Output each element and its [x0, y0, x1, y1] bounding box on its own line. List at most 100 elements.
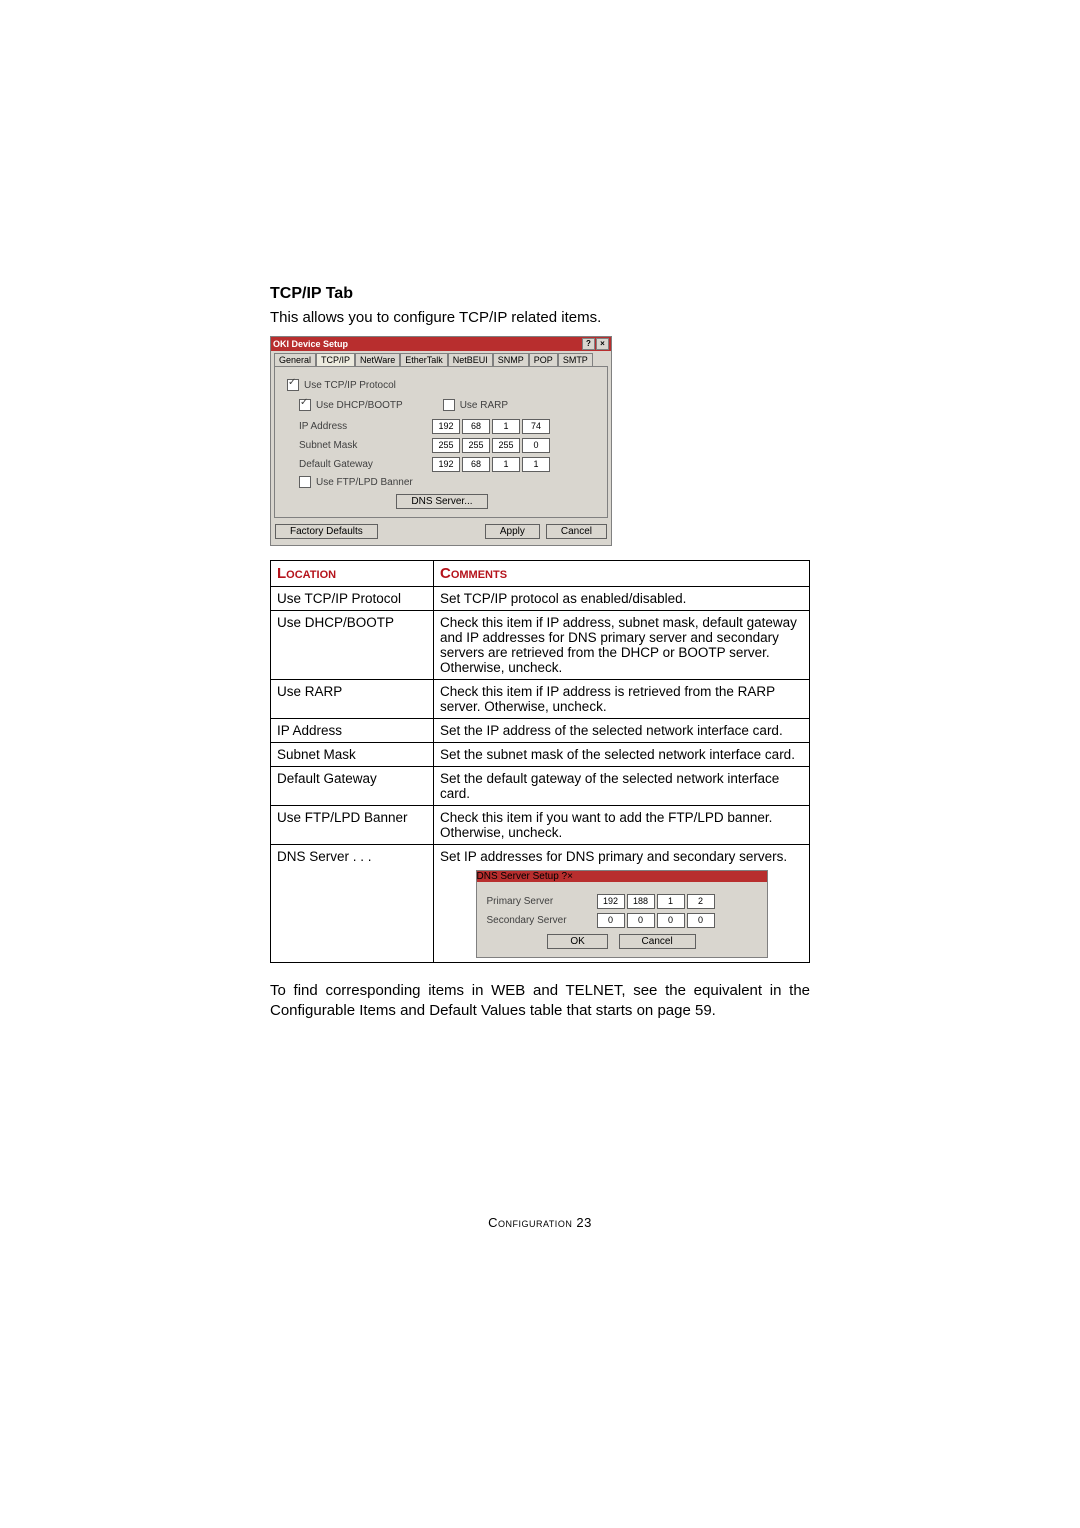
- dns-server-setup-dialog: DNS Server Setup ?× Primary Server 192 1…: [476, 870, 768, 958]
- comment-cell: Set the default gateway of the selected …: [434, 767, 810, 806]
- default-gateway-label: Default Gateway: [299, 459, 432, 470]
- close-icon[interactable]: ×: [596, 338, 609, 350]
- window-controls: ?×: [562, 871, 573, 882]
- tab-tcpip[interactable]: TCP/IP: [316, 353, 355, 366]
- primary-server-label: Primary Server: [487, 896, 597, 907]
- tab-general[interactable]: General: [274, 353, 316, 366]
- ip-octet[interactable]: 188: [627, 894, 655, 909]
- comment-cell: Check this item if IP address, subnet ma…: [434, 611, 810, 680]
- loc-cell: DNS Server . . .: [271, 845, 434, 963]
- tab-netware[interactable]: NetWare: [355, 353, 400, 366]
- subnet-mask-label: Subnet Mask: [299, 440, 432, 451]
- secondary-server-field[interactable]: 0 0 0 0: [597, 913, 715, 928]
- use-rarp-checkbox[interactable]: [443, 399, 455, 411]
- ip-octet[interactable]: 1: [522, 457, 550, 472]
- ip-octet[interactable]: 2: [687, 894, 715, 909]
- dns-server-button[interactable]: DNS Server...: [396, 494, 487, 509]
- ip-octet[interactable]: 1: [492, 457, 520, 472]
- tab-body: Use TCP/IP Protocol Use DHCP/BOOTP Use R…: [274, 366, 608, 518]
- loc-cell: IP Address: [271, 719, 434, 743]
- dns-server-button-row: DNS Server...: [287, 496, 597, 507]
- apply-button[interactable]: Apply: [485, 524, 540, 539]
- use-rarp-row: Use RARP: [443, 399, 508, 411]
- dialog-titlebar: OKI Device Setup ?×: [271, 337, 611, 351]
- ip-octet[interactable]: 192: [432, 457, 460, 472]
- tab-netbeui[interactable]: NetBEUI: [448, 353, 493, 366]
- subnet-mask-row: Subnet Mask 255 255 255 0: [299, 438, 597, 453]
- loc-cell: Use DHCP/BOOTP: [271, 611, 434, 680]
- dns-dialog-body: Primary Server 192 188 1 2 Secondary Ser…: [477, 882, 767, 957]
- ip-address-field[interactable]: 192 68 1 74: [432, 419, 550, 434]
- default-gateway-field[interactable]: 192 68 1 1: [432, 457, 550, 472]
- section-title: TCP/IP Tab: [270, 285, 810, 303]
- dialog-tabs: General TCP/IP NetWare EtherTalk NetBEUI…: [271, 351, 611, 366]
- ip-octet[interactable]: 255: [492, 438, 520, 453]
- table-row: Use TCP/IP Protocol Set TCP/IP protocol …: [271, 587, 810, 611]
- ip-octet[interactable]: 0: [687, 913, 715, 928]
- cancel-button[interactable]: Cancel: [619, 934, 696, 949]
- dialog-title: OKI Device Setup: [273, 339, 348, 349]
- ip-octet[interactable]: 74: [522, 419, 550, 434]
- ip-octet[interactable]: 192: [597, 894, 625, 909]
- tab-pop[interactable]: POP: [529, 353, 558, 366]
- tab-ethertalk[interactable]: EtherTalk: [400, 353, 448, 366]
- section-intro: This allows you to configure TCP/IP rela…: [270, 309, 810, 326]
- table-row-dns: DNS Server . . . Set IP addresses for DN…: [271, 845, 810, 963]
- ip-octet[interactable]: 1: [492, 419, 520, 434]
- page-footer: Configuration 23: [0, 1215, 1080, 1230]
- dns-dialog-title: DNS Server Setup: [477, 871, 559, 882]
- secondary-server-row: Secondary Server 0 0 0 0: [487, 913, 757, 928]
- help-icon[interactable]: ?: [582, 338, 595, 350]
- comment-cell-dns: Set IP addresses for DNS primary and sec…: [434, 845, 810, 963]
- use-tcpip-row: Use TCP/IP Protocol: [287, 379, 597, 391]
- ip-octet[interactable]: 255: [432, 438, 460, 453]
- table-row: IP Address Set the IP address of the sel…: [271, 719, 810, 743]
- ip-octet[interactable]: 0: [657, 913, 685, 928]
- use-tcpip-label: Use TCP/IP Protocol: [304, 380, 396, 391]
- parameters-table: Location Comments Use TCP/IP Protocol Se…: [270, 560, 810, 963]
- ip-address-label: IP Address: [299, 421, 432, 432]
- comment-cell: Set the IP address of the selected netwo…: [434, 719, 810, 743]
- page-content: TCP/IP Tab This allows you to configure …: [270, 285, 810, 1020]
- header-comments: Comments: [434, 561, 810, 587]
- ip-octet[interactable]: 192: [432, 419, 460, 434]
- ip-octet[interactable]: 1: [657, 894, 685, 909]
- use-ftp-banner-label: Use FTP/LPD Banner: [316, 477, 413, 488]
- cancel-button[interactable]: Cancel: [546, 524, 607, 539]
- header-location: Location: [271, 561, 434, 587]
- tab-snmp[interactable]: SNMP: [493, 353, 529, 366]
- subnet-mask-field[interactable]: 255 255 255 0: [432, 438, 550, 453]
- table-header-row: Location Comments: [271, 561, 810, 587]
- use-tcpip-checkbox[interactable]: [287, 379, 299, 391]
- dns-dialog-titlebar: DNS Server Setup ?×: [477, 871, 767, 882]
- use-ftp-banner-row: Use FTP/LPD Banner: [299, 476, 597, 488]
- primary-server-field[interactable]: 192 188 1 2: [597, 894, 715, 909]
- table-row: Use RARP Check this item if IP address i…: [271, 680, 810, 719]
- factory-defaults-button[interactable]: Factory Defaults: [275, 524, 378, 539]
- dns-row-text: Set IP addresses for DNS primary and sec…: [440, 849, 803, 864]
- close-icon[interactable]: ×: [567, 871, 573, 882]
- ip-octet[interactable]: 0: [597, 913, 625, 928]
- oki-device-setup-dialog: OKI Device Setup ?× General TCP/IP NetWa…: [270, 336, 612, 546]
- use-dhcp-row: Use DHCP/BOOTP: [299, 399, 403, 411]
- primary-server-row: Primary Server 192 188 1 2: [487, 894, 757, 909]
- dns-dialog-buttons: OK Cancel: [487, 936, 757, 947]
- table-row: Use FTP/LPD Banner Check this item if yo…: [271, 806, 810, 845]
- ip-octet[interactable]: 0: [627, 913, 655, 928]
- use-dhcp-label: Use DHCP/BOOTP: [316, 400, 403, 411]
- ip-address-row: IP Address 192 68 1 74: [299, 419, 597, 434]
- ip-octet[interactable]: 0: [522, 438, 550, 453]
- ok-button[interactable]: OK: [547, 934, 607, 949]
- use-ftp-banner-checkbox[interactable]: [299, 476, 311, 488]
- ip-octet[interactable]: 68: [462, 457, 490, 472]
- loc-cell: Use RARP: [271, 680, 434, 719]
- ip-octet[interactable]: 255: [462, 438, 490, 453]
- table-row: Use DHCP/BOOTP Check this item if IP add…: [271, 611, 810, 680]
- loc-cell: Use TCP/IP Protocol: [271, 587, 434, 611]
- use-dhcp-checkbox[interactable]: [299, 399, 311, 411]
- ip-octet[interactable]: 68: [462, 419, 490, 434]
- comment-cell: Check this item if you want to add the F…: [434, 806, 810, 845]
- comment-cell: Check this item if IP address is retriev…: [434, 680, 810, 719]
- tab-smtp[interactable]: SMTP: [558, 353, 593, 366]
- comment-cell: Set the subnet mask of the selected netw…: [434, 743, 810, 767]
